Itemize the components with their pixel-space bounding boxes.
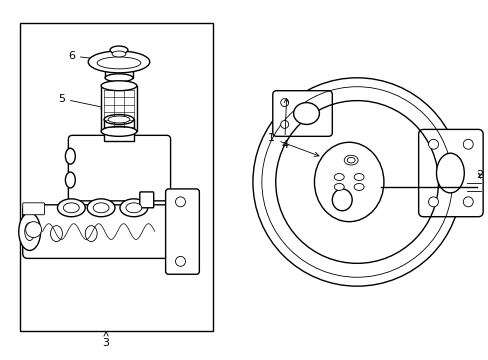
- Ellipse shape: [334, 184, 344, 190]
- Circle shape: [175, 256, 185, 266]
- Ellipse shape: [19, 213, 41, 251]
- FancyBboxPatch shape: [272, 91, 332, 136]
- Circle shape: [462, 197, 472, 207]
- Ellipse shape: [93, 203, 109, 213]
- Ellipse shape: [112, 51, 126, 57]
- Ellipse shape: [65, 172, 75, 188]
- Ellipse shape: [126, 203, 142, 213]
- Ellipse shape: [108, 116, 130, 123]
- Ellipse shape: [101, 81, 137, 91]
- Ellipse shape: [88, 51, 149, 73]
- Ellipse shape: [353, 174, 364, 180]
- Ellipse shape: [110, 46, 128, 54]
- Ellipse shape: [314, 142, 383, 222]
- Ellipse shape: [346, 157, 354, 163]
- Ellipse shape: [334, 174, 344, 180]
- FancyBboxPatch shape: [165, 189, 199, 274]
- Ellipse shape: [332, 189, 351, 211]
- FancyBboxPatch shape: [140, 192, 153, 208]
- Circle shape: [427, 197, 438, 207]
- Ellipse shape: [63, 203, 79, 213]
- Ellipse shape: [104, 114, 134, 125]
- Circle shape: [427, 139, 438, 149]
- Ellipse shape: [50, 226, 62, 242]
- Circle shape: [280, 99, 288, 107]
- FancyBboxPatch shape: [22, 205, 189, 258]
- Ellipse shape: [344, 155, 357, 165]
- Ellipse shape: [25, 223, 35, 240]
- Ellipse shape: [57, 199, 85, 217]
- Ellipse shape: [85, 226, 97, 242]
- FancyBboxPatch shape: [68, 135, 170, 201]
- Ellipse shape: [101, 126, 137, 136]
- FancyBboxPatch shape: [104, 120, 134, 141]
- Ellipse shape: [120, 199, 147, 217]
- FancyBboxPatch shape: [22, 203, 44, 215]
- Ellipse shape: [65, 148, 75, 164]
- Ellipse shape: [353, 184, 364, 190]
- Circle shape: [252, 78, 460, 286]
- FancyBboxPatch shape: [101, 86, 137, 131]
- Ellipse shape: [293, 103, 319, 125]
- Ellipse shape: [97, 57, 141, 69]
- Ellipse shape: [87, 199, 115, 217]
- Circle shape: [26, 222, 41, 238]
- FancyBboxPatch shape: [418, 129, 482, 217]
- Circle shape: [175, 197, 185, 207]
- Text: 5: 5: [58, 94, 105, 109]
- Ellipse shape: [436, 153, 463, 193]
- Text: 2: 2: [476, 170, 483, 180]
- FancyBboxPatch shape: [105, 60, 133, 78]
- Text: 3: 3: [102, 332, 109, 348]
- Ellipse shape: [105, 74, 133, 82]
- Bar: [20, 23, 213, 331]
- Text: 6: 6: [68, 51, 103, 61]
- Circle shape: [462, 139, 472, 149]
- Text: 4: 4: [281, 98, 288, 150]
- Text: 1: 1: [268, 133, 318, 156]
- Circle shape: [280, 121, 288, 129]
